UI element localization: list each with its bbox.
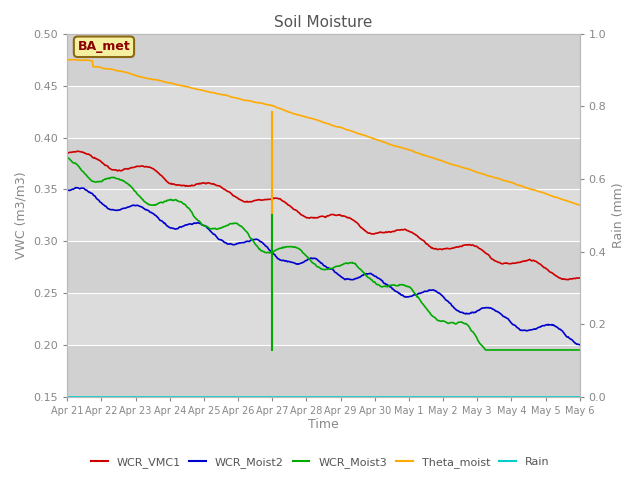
WCR_VMC1 bbox=[401, 227, 409, 232]
Rain bbox=[205, 394, 212, 399]
Rain bbox=[125, 394, 133, 399]
WCR_Moist2 bbox=[401, 294, 409, 300]
WCR_VMC1 bbox=[126, 165, 134, 171]
WCR_VMC1 bbox=[178, 183, 186, 189]
WCR_Moist3 bbox=[73, 161, 81, 167]
WCR_Moist2 bbox=[72, 185, 80, 191]
WCR_Moist3 bbox=[576, 347, 584, 353]
Line: Theta_moist: Theta_moist bbox=[67, 60, 580, 205]
Line: WCR_Moist3: WCR_Moist3 bbox=[67, 157, 580, 350]
Line: WCR_VMC1: WCR_VMC1 bbox=[67, 151, 580, 280]
X-axis label: Time: Time bbox=[308, 419, 339, 432]
Rain bbox=[401, 394, 408, 399]
Theta_moist bbox=[126, 71, 134, 76]
WCR_Moist3 bbox=[205, 225, 212, 230]
Rain bbox=[177, 394, 185, 399]
Theta_moist bbox=[63, 57, 71, 62]
Bar bbox=[67, 345, 580, 396]
WCR_VMC1 bbox=[576, 275, 584, 281]
WCR_VMC1 bbox=[63, 150, 71, 156]
Rain bbox=[576, 394, 584, 399]
WCR_Moist3 bbox=[401, 282, 408, 288]
WCR_Moist3 bbox=[63, 155, 71, 160]
Y-axis label: Rain (mm): Rain (mm) bbox=[612, 182, 625, 248]
WCR_Moist3 bbox=[125, 182, 133, 188]
WCR_Moist3 bbox=[177, 199, 185, 205]
WCR_Moist2 bbox=[74, 185, 81, 191]
WCR_VMC1 bbox=[564, 277, 572, 283]
Theta_moist bbox=[70, 57, 77, 62]
Y-axis label: VWC (m3/m3): VWC (m3/m3) bbox=[15, 171, 28, 259]
Title: Soil Moisture: Soil Moisture bbox=[275, 15, 372, 30]
Bar bbox=[67, 138, 580, 190]
WCR_Moist2 bbox=[63, 187, 71, 193]
Rain bbox=[63, 394, 71, 399]
WCR_Moist2 bbox=[205, 227, 213, 232]
WCR_Moist2 bbox=[576, 342, 584, 348]
WCR_Moist2 bbox=[178, 224, 186, 229]
WCR_Moist3 bbox=[385, 283, 393, 288]
Theta_moist bbox=[401, 146, 409, 152]
WCR_Moist2 bbox=[126, 204, 134, 209]
Theta_moist bbox=[205, 89, 213, 95]
WCR_VMC1 bbox=[74, 148, 82, 154]
Rain bbox=[73, 394, 81, 399]
Text: BA_met: BA_met bbox=[77, 40, 131, 53]
Theta_moist bbox=[576, 202, 584, 208]
Rain bbox=[385, 394, 393, 399]
Line: WCR_Moist2: WCR_Moist2 bbox=[67, 188, 580, 345]
Theta_moist bbox=[74, 57, 81, 63]
WCR_VMC1 bbox=[205, 180, 213, 186]
WCR_Moist2 bbox=[387, 284, 394, 290]
Theta_moist bbox=[387, 142, 394, 147]
Bar bbox=[67, 241, 580, 293]
Theta_moist bbox=[178, 83, 186, 89]
WCR_Moist3 bbox=[482, 347, 490, 353]
WCR_VMC1 bbox=[387, 229, 394, 235]
Bar bbox=[67, 34, 580, 86]
WCR_VMC1 bbox=[73, 149, 81, 155]
Legend: WCR_VMC1, WCR_Moist2, WCR_Moist3, Theta_moist, Rain: WCR_VMC1, WCR_Moist2, WCR_Moist3, Theta_… bbox=[86, 452, 554, 472]
